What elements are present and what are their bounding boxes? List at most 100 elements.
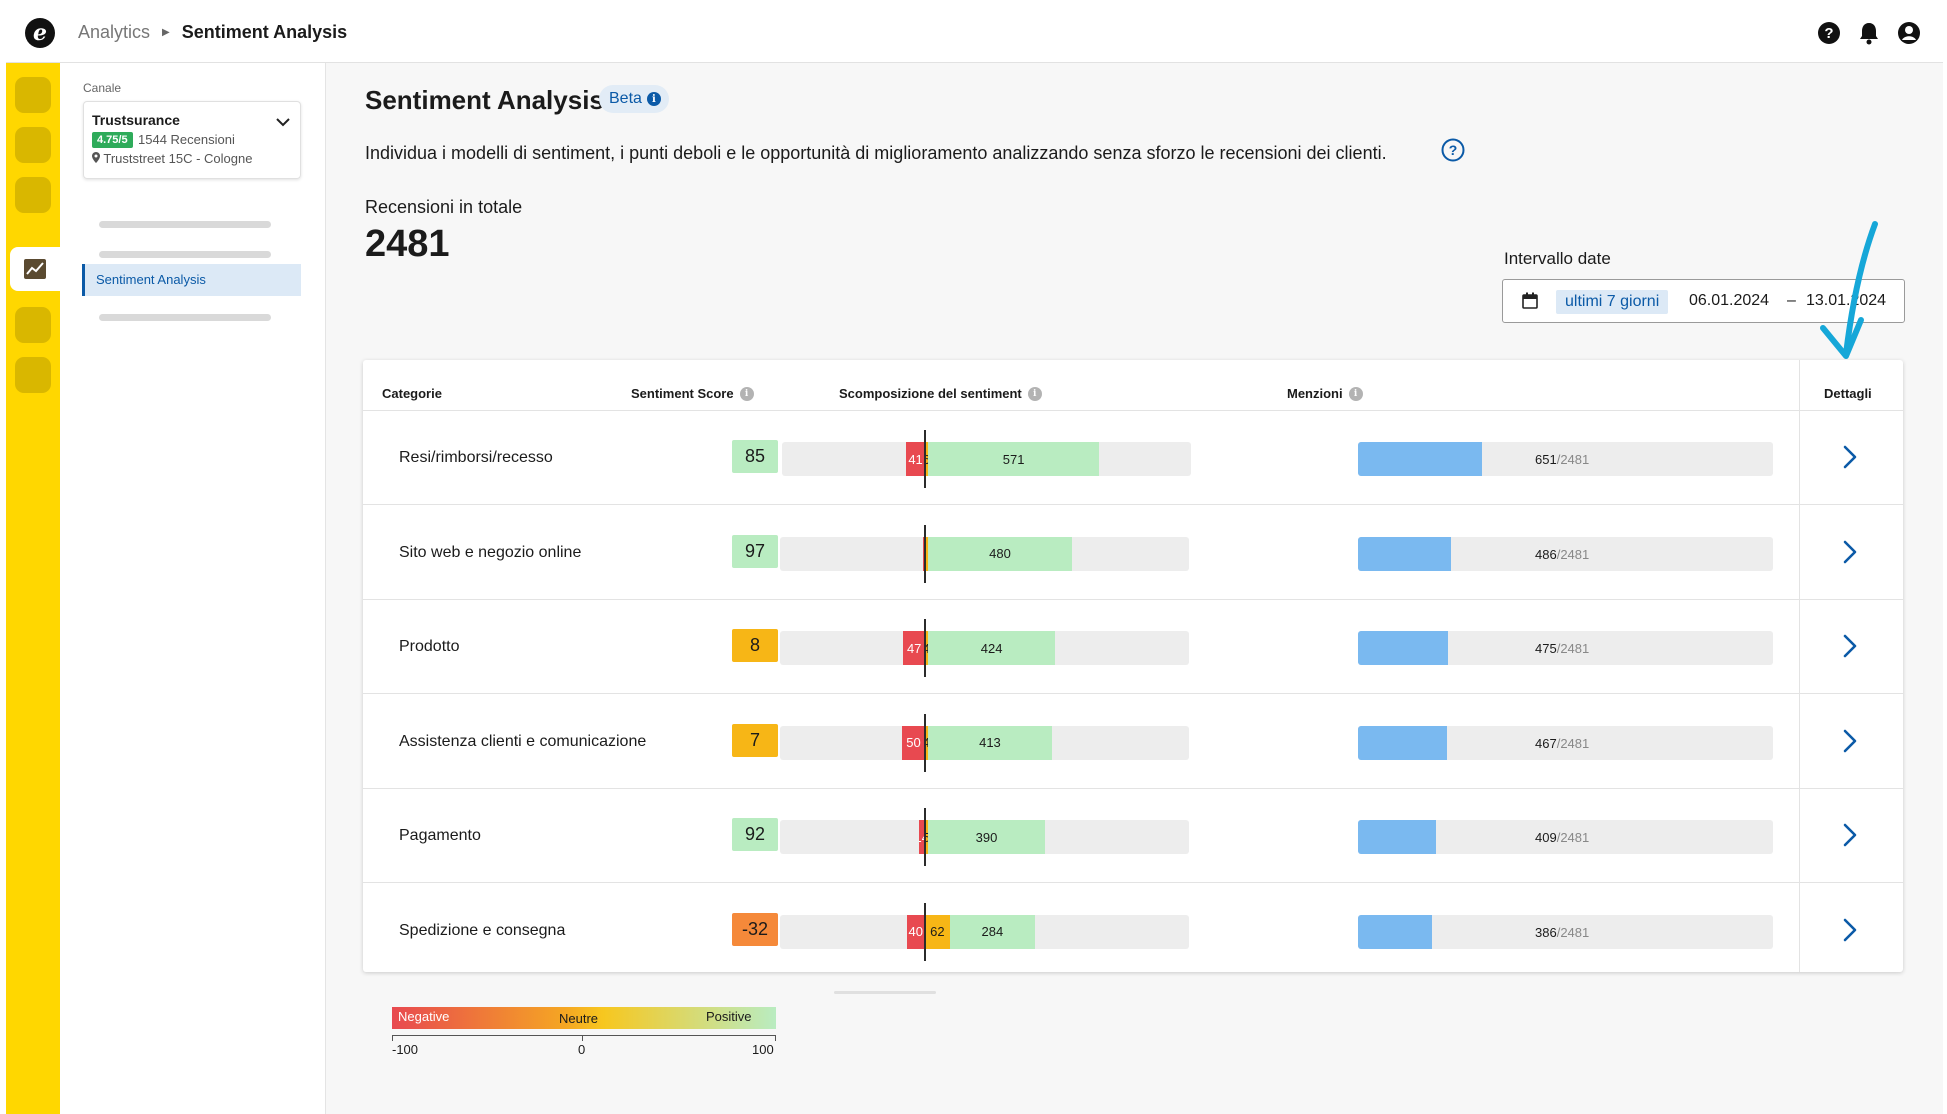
mentions-count: 386/2481 (1535, 924, 1590, 940)
rail-item[interactable] (15, 77, 51, 113)
table-row[interactable]: Pagamento 92 145390 409/2481 (363, 789, 1903, 883)
table-row[interactable]: Sito web e negozio online 97 480 486/2481 (363, 506, 1903, 600)
sentiment-neutral-segment[interactable] (925, 536, 928, 571)
legend-tick (582, 1035, 583, 1041)
channel-selector[interactable]: Trustsurance 4.75/5 1544 Recensioni Trus… (83, 101, 301, 179)
sentiment-score-badge: 92 (732, 818, 778, 851)
row-divider (363, 882, 1903, 883)
chevron-right-icon[interactable] (1843, 634, 1857, 663)
table-row[interactable]: Prodotto 8 474424 475/2481 (363, 600, 1903, 694)
sentiment-zero-line (924, 808, 926, 866)
sentiment-negative-segment[interactable]: 47 (903, 631, 925, 665)
chevron-right-icon[interactable] (1843, 540, 1857, 569)
mentions-count: 467/2481 (1535, 735, 1590, 751)
date-preset-chip[interactable]: ultimi 7 giorni (1556, 290, 1669, 314)
mentions-bar-fill (1358, 536, 1451, 571)
sentiment-positive-segment[interactable]: 390 (928, 820, 1045, 854)
date-range-picker[interactable]: ultimi 7 giorni 06.01.2024 – 13.01.2024 (1502, 279, 1905, 323)
sentiment-neutral-segment[interactable]: 62 (925, 914, 950, 949)
sentiment-negative-segment[interactable]: 40 (906, 914, 925, 949)
legend-max: 100 (752, 1042, 774, 1057)
mentions-count: 651/2481 (1535, 452, 1590, 467)
nav-item-sentiment-analysis[interactable]: Sentiment Analysis (82, 264, 301, 296)
info-icon[interactable]: i (1348, 386, 1363, 401)
sentiment-neutral-segment[interactable]: 4 (925, 725, 928, 760)
sentiment-positive-segment[interactable]: 284 (949, 914, 1035, 949)
table-row[interactable]: Spedizione e consegna -32 40 62 284 386/2481 (363, 884, 1903, 978)
sentiment-score-badge: -32 (732, 912, 778, 946)
app-logo[interactable]: e (25, 17, 55, 48)
total-reviews-label: Recensioni in totale (365, 197, 523, 217)
sentiment-zero-line (924, 619, 926, 677)
sentiment-positive-segment[interactable]: 571 (928, 442, 1100, 476)
column-divider (1799, 360, 1800, 972)
legend-axis (392, 1035, 776, 1036)
sentiment-neutral-segment[interactable]: 5 (925, 820, 928, 854)
main-content: Sentiment Analysis Beta i Individua i mo… (326, 63, 1943, 1114)
top-bar: e Analytics ▶ Sentiment Analysis ? (6, 3, 1943, 63)
chevron-right-icon[interactable] (1843, 823, 1857, 852)
breadcrumb-separator-icon: ▶ (162, 27, 170, 38)
rail-item[interactable] (15, 177, 51, 213)
user-icon[interactable] (1895, 19, 1923, 47)
category-name: Prodotto (399, 638, 460, 655)
info-icon[interactable]: i (1027, 386, 1042, 401)
legend-tick (775, 1035, 776, 1041)
legend-negative: Negative (398, 1009, 450, 1024)
table-row[interactable]: Resi/rimborsi/recesso 85 416571 651/2481 (363, 411, 1903, 505)
header-categories: Categorie (382, 386, 442, 401)
sentiment-positive-segment[interactable]: 424 (928, 631, 1056, 665)
breadcrumb-analytics[interactable]: Analytics (78, 22, 151, 42)
bell-icon[interactable] (1855, 19, 1883, 47)
mentions-count: 475/2481 (1535, 641, 1590, 656)
calendar-icon (1522, 292, 1538, 314)
category-name: Assistenza clienti e comunicazione (399, 732, 647, 750)
info-icon[interactable]: i (739, 386, 754, 401)
sentiment-negative-segment[interactable]: 41 (906, 442, 925, 476)
sentiment-neutral-segment[interactable]: 4 (925, 631, 928, 665)
sentiment-negative-segment[interactable]: 50 (902, 725, 925, 760)
sentiment-negative-segment[interactable]: 14 (918, 820, 925, 854)
beta-badge[interactable]: Beta i (599, 85, 669, 113)
chevron-right-icon[interactable] (1843, 729, 1857, 758)
chevron-right-icon[interactable] (1843, 918, 1857, 947)
rail-item[interactable] (15, 127, 51, 163)
rail-item[interactable] (15, 307, 51, 343)
nav-placeholder (99, 221, 271, 228)
sentiment-score-badge: 7 (732, 723, 778, 757)
help-circle-icon[interactable]: ? (1441, 138, 1465, 167)
header-divider (363, 410, 1903, 411)
info-icon: i (646, 92, 661, 106)
chevron-right-icon[interactable] (1843, 445, 1857, 474)
rating-badge: 4.75/5 (92, 132, 133, 148)
date-separator: – (1787, 292, 1796, 309)
category-name: Resi/rimborsi/recesso (399, 449, 553, 466)
rail-item-analytics[interactable] (10, 247, 60, 291)
nav-placeholder (99, 314, 271, 321)
legend-tick (392, 1035, 393, 1041)
legend-positive: Positive (706, 1009, 752, 1024)
mentions-bar-fill (1358, 442, 1482, 476)
sentiment-positive-segment[interactable]: 413 (928, 725, 1052, 760)
sentiment-zero-line (924, 524, 926, 583)
channel-address: Truststreet 15C - Cologne (92, 151, 252, 166)
sentiment-zero-line (924, 713, 926, 772)
table-row[interactable]: Assistenza clienti e comunicazione 7 50441… (363, 695, 1903, 789)
total-reviews-value: 2481 (365, 223, 450, 265)
category-name: Pagamento (399, 827, 481, 844)
help-icon[interactable]: ? (1815, 19, 1843, 47)
channel-label: Canale (83, 81, 122, 95)
sentiment-positive-segment[interactable]: 480 (928, 536, 1072, 571)
mentions-bar-fill (1358, 914, 1432, 949)
mentions-bar-fill (1358, 820, 1436, 854)
sentiment-neutral-segment[interactable]: 6 (925, 442, 928, 476)
sentiment-legend-gradient (392, 1007, 776, 1029)
svg-text:?: ? (1824, 25, 1833, 42)
header-sentiment-breakdown: Scomposizione del sentiment i (839, 386, 1042, 401)
category-name: Spedizione e consegna (399, 921, 566, 939)
legend-min: -100 (392, 1042, 419, 1057)
channel-review-count: 1544 Recensioni (138, 132, 235, 147)
rail-item[interactable] (15, 357, 51, 393)
date-to: 13.01.2024 (1806, 292, 1887, 309)
scroll-indicator[interactable] (834, 991, 936, 994)
